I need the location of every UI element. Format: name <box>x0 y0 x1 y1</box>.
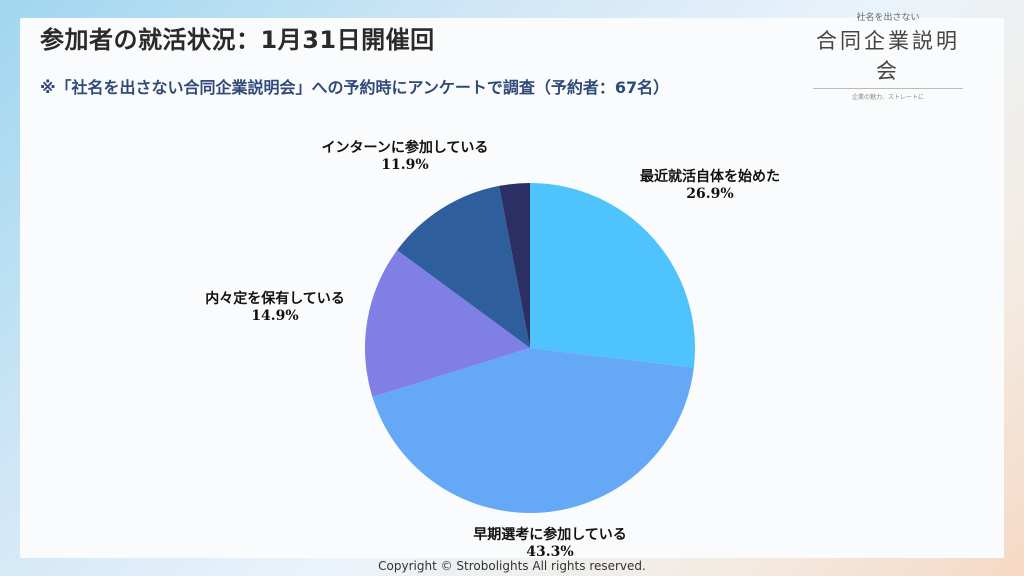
slice-label-offer: 内々定を保有している 14.9% <box>180 288 370 324</box>
slice-label-internship: インターンに参加している 11.9% <box>300 137 510 173</box>
slice-name: インターンに参加している <box>321 140 489 156</box>
slice-pct: 43.3% <box>526 544 574 560</box>
slice-name: 早期選考に参加している <box>473 527 627 543</box>
logo-divider <box>813 88 963 89</box>
slice-pct: 11.9% <box>381 157 429 173</box>
page-title: 参加者の就活状況：1月31日開催回 <box>40 26 435 54</box>
pie-slice-4 <box>499 183 530 348</box>
slice-pct: 14.9% <box>251 308 299 324</box>
slice-name: 最近就活自体を始めた <box>640 169 780 185</box>
slice-name: 内々定を保有している <box>205 291 345 307</box>
slice-label-started: 最近就活自体を始めた 26.9% <box>620 166 800 202</box>
pie-slice-3 <box>397 185 530 348</box>
slice-pct: 26.9% <box>686 186 734 202</box>
copyright-text: Copyright © Strobolights All rights rese… <box>378 559 646 573</box>
pie-slice-2 <box>365 250 530 398</box>
logo-small-text: 社名を出さない <box>856 13 920 23</box>
pie-slice-0 <box>530 183 695 368</box>
slice-label-early-selection: 早期選考に参加している 43.3% <box>440 524 660 560</box>
page-subtitle: ※「社名を出さない合同企業説明会」への予約時にアンケートで調査（予約者：67名） <box>40 78 670 97</box>
pie-slice-1 <box>372 348 694 513</box>
logo-tagline: 企業の魅力、ストレートに <box>851 94 924 101</box>
brand-logo: 社名を出さない 合同企業説明会 企業の魅力、ストレートに <box>808 10 968 101</box>
logo-main-text: 合同企業説明会 <box>816 29 960 83</box>
